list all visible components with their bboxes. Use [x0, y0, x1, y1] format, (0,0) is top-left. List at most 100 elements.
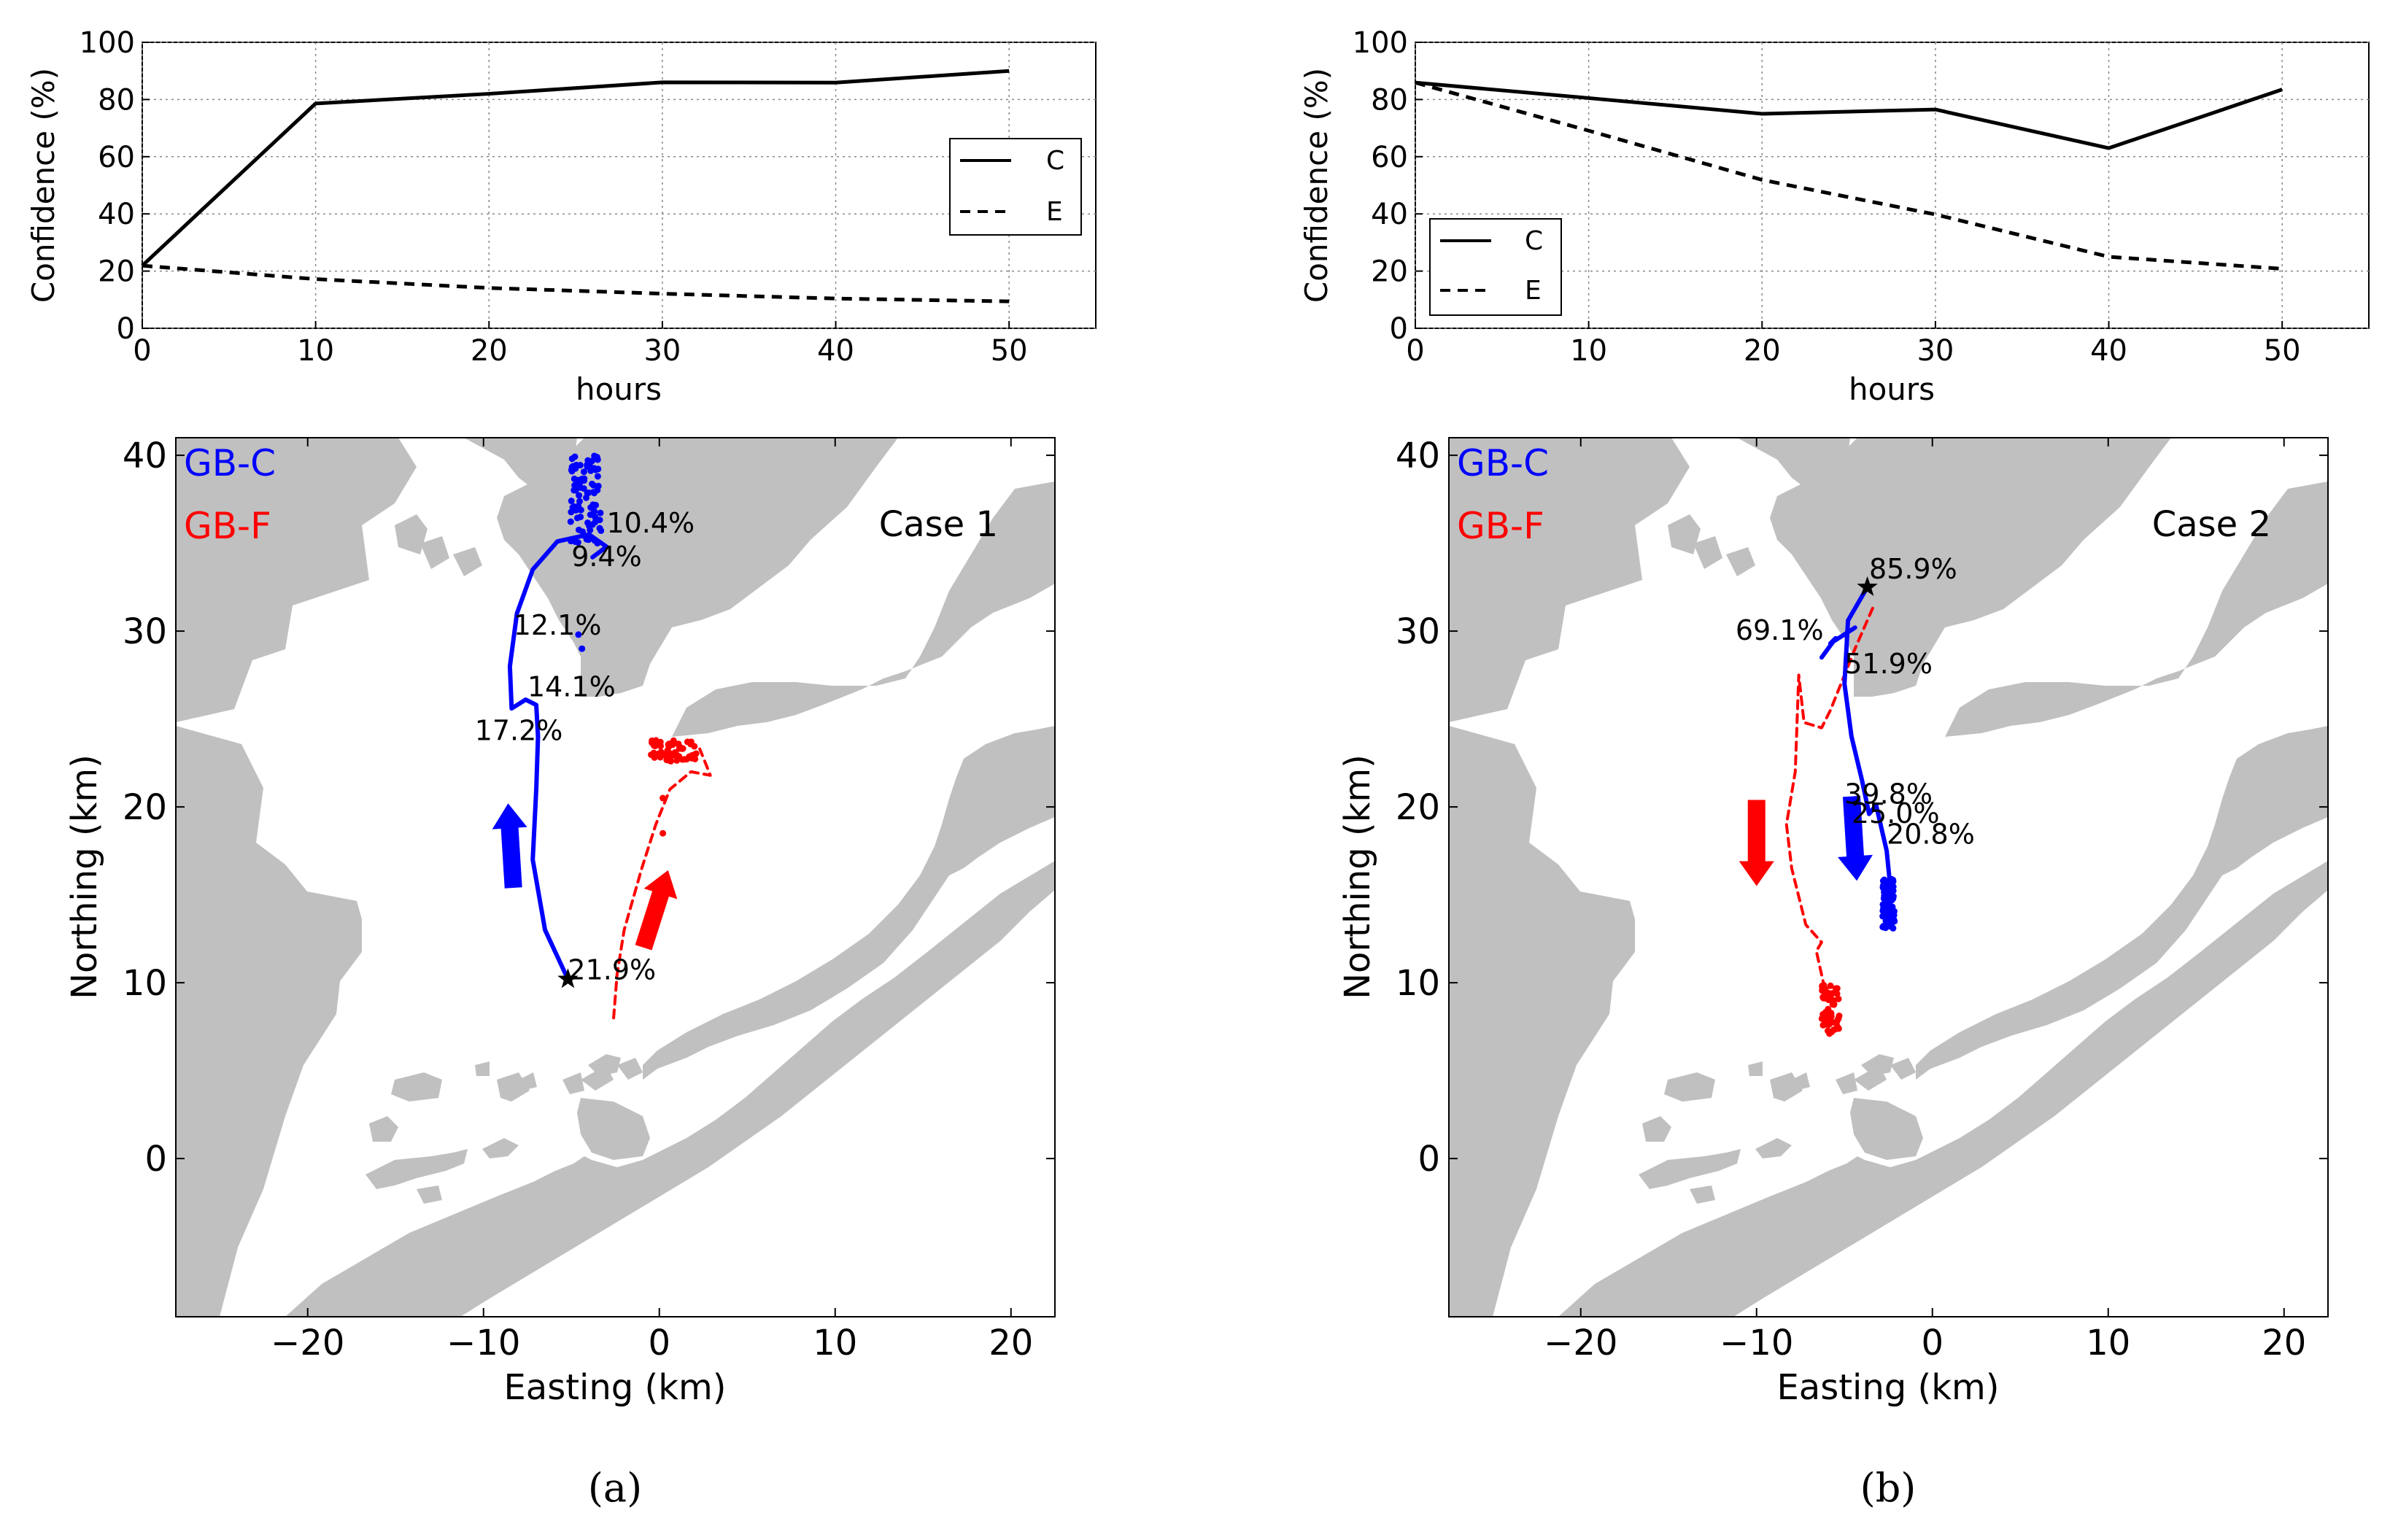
map-b-tracks: 85.9% 69.1% 51.9% 39.8%25.0%20.8% [1736, 553, 1975, 1037]
series-line-e [1415, 80, 2283, 271]
y-tick-label: 40 [1396, 436, 1440, 476]
confidence-annotation: 10.4% [606, 507, 695, 539]
gb-f-point [660, 794, 667, 802]
y-tick-label: 10 [123, 963, 167, 1004]
map-a-title: Case 1 [879, 504, 998, 545]
gb-c-point [592, 501, 600, 508]
y-tick-label: 20 [98, 255, 135, 289]
x-tick-label: 50 [2264, 334, 2301, 368]
gb-f-point [665, 743, 673, 751]
gb-f-point [1825, 1012, 1833, 1019]
y-tick-label: 30 [1396, 611, 1440, 652]
gb-f-track [1784, 606, 1874, 985]
gb-c-point [595, 482, 602, 490]
gb-c-point [576, 492, 583, 499]
confidence-annotation: 85.9% [1869, 553, 1957, 585]
x-tick-label: 40 [2090, 334, 2127, 368]
x-tick-label: 30 [1917, 334, 1954, 368]
map-a-xlabel: Easting (km) [503, 1367, 726, 1408]
y-tick-label: 30 [123, 611, 167, 652]
chart-b-ylabel: Confidence (%) [1299, 68, 1334, 303]
map-a-gbc-label: GB-C [184, 442, 276, 484]
series-line-e [142, 263, 1010, 303]
chart-b-ticks: 0 10 20 30 40 50 0 20 40 60 80 100 [1353, 26, 2301, 368]
x-tick-label: 20 [1744, 334, 1781, 368]
map-a-gbf-label: GB-F [184, 505, 271, 547]
confidence-chart-a: 0 10 20 30 40 50 0 20 40 60 80 100 hours Confidence… [26, 26, 1097, 407]
x-tick-label: 0 [648, 1323, 670, 1363]
gb-f-point [673, 757, 681, 764]
x-tick-label: −10 [446, 1323, 520, 1363]
series-line-c [1415, 80, 2283, 150]
gb-c-point [575, 506, 582, 513]
gb-f-point [1825, 997, 1833, 1004]
gb-c-point [577, 514, 584, 521]
y-tick-label: 0 [117, 312, 135, 346]
gb-c-point [595, 465, 602, 473]
x-tick-label: 40 [817, 334, 854, 368]
gb-c-point [581, 477, 588, 484]
gb-c-point [579, 645, 586, 652]
chart-b-frame [1415, 42, 2370, 329]
y-tick-label: 20 [1396, 787, 1440, 828]
start-marker-star [1857, 576, 1878, 596]
gb-c-point [568, 498, 575, 505]
panel-label-b: (b) [1860, 1465, 1917, 1511]
chart-b-xlabel: hours [1849, 371, 1935, 407]
x-tick-label: 0 [1921, 1323, 1944, 1363]
gb-f-point [1835, 995, 1842, 1002]
confidence-annotation: 51.9% [1844, 648, 1933, 680]
gb-f-point [1832, 985, 1839, 992]
gb-c-point [575, 631, 582, 638]
chart-a-legend-box [949, 138, 1082, 236]
gb-c-point [1882, 905, 1890, 913]
gb-c-point [571, 475, 578, 482]
y-tick-label: 0 [144, 1139, 167, 1180]
map-b-frame [1448, 437, 2329, 1317]
map-b-ylabel: Northing (km) [1337, 754, 1378, 999]
gb-c-point [586, 522, 593, 530]
x-tick-label: −10 [1720, 1323, 1793, 1363]
gb-f-point [660, 829, 667, 837]
confidence-annotation: 17.2% [475, 715, 563, 747]
gb-c-point [1890, 924, 1897, 932]
map-a-ticks: −20 −10 0 10 20 0 10 20 30 40 [123, 436, 1055, 1363]
x-tick-label: 20 [2262, 1323, 2306, 1363]
x-tick-label: 0 [133, 334, 151, 368]
gb-f-track [612, 747, 712, 1020]
gb-c-point [571, 453, 579, 460]
y-tick-label: 0 [1418, 1139, 1440, 1180]
y-tick-label: 80 [1371, 83, 1408, 117]
gb-f-point [675, 740, 682, 748]
confidence-annotation: 12.1% [514, 609, 602, 641]
gb-c-point [584, 457, 592, 464]
gb-c-point [582, 533, 589, 541]
gb-c-point [572, 465, 579, 472]
confidence-annotation: 69.1% [1736, 614, 1824, 646]
direction-arrow-blue [492, 803, 527, 889]
direction-arrow-blue [1838, 795, 1873, 881]
gb-c-point [574, 539, 581, 546]
x-tick-label: 30 [643, 334, 681, 368]
direction-arrow-red [635, 870, 678, 951]
gb-c-track-branch [1819, 625, 1857, 660]
map-case-1: 21.9% 17.2% 14.1% 12.1% 9.4%10.4% −20 −10 0 10 2… [64, 436, 1056, 1408]
x-tick-label: 0 [1406, 334, 1424, 368]
gb-c-point [570, 535, 577, 543]
gb-c-point [571, 481, 579, 489]
panel-label-a: (a) [588, 1465, 642, 1511]
y-tick-label: 60 [1371, 141, 1408, 174]
gb-c-point [1885, 897, 1892, 904]
x-tick-label: 10 [2086, 1323, 2130, 1363]
confidence-annotation: 20.8% [1887, 819, 1975, 851]
gb-f-point [681, 756, 688, 763]
y-tick-label: 40 [123, 436, 167, 476]
x-tick-label: 50 [991, 334, 1028, 368]
gb-f-point [1824, 1027, 1831, 1034]
series-line-c [141, 69, 1010, 267]
gb-f-point [692, 755, 699, 762]
gb-c-point [594, 473, 601, 480]
x-tick-label: 10 [297, 334, 334, 368]
chart-a-ticks: 0 10 20 30 40 50 0 20 40 60 80 100 [80, 26, 1028, 368]
